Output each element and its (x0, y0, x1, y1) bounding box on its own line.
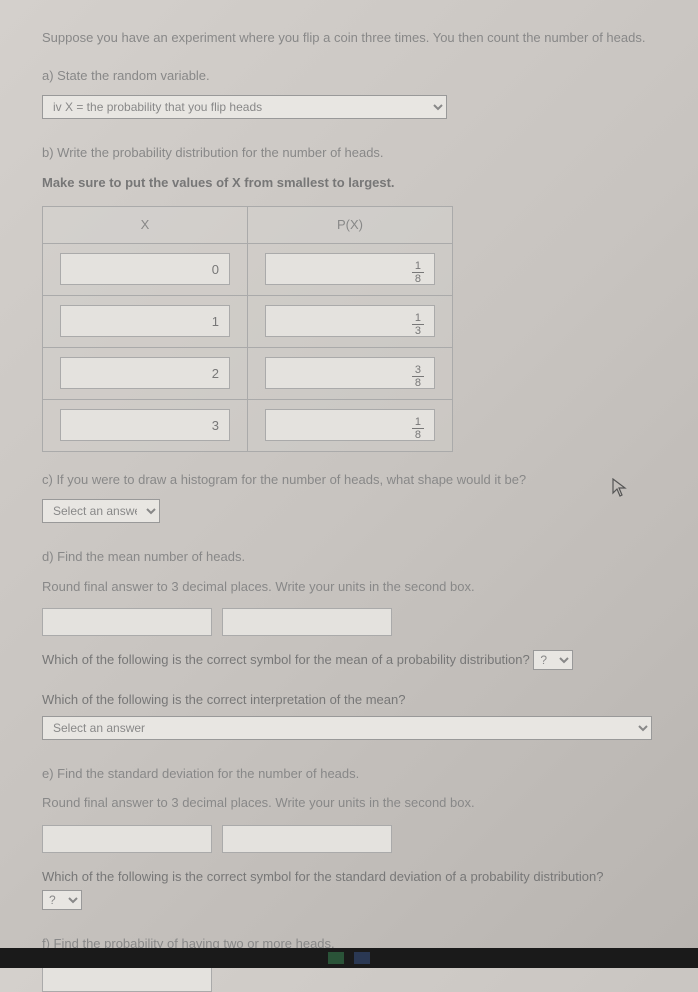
sd-symbol-question: Which of the following is the correct sy… (42, 867, 656, 917)
px-input-0[interactable]: 18 (265, 253, 435, 285)
mean-interp-question: Which of the following is the correct in… (42, 690, 656, 710)
mean-value-input[interactable] (42, 608, 212, 636)
part-e-instruction: Round final answer to 3 decimal places. … (42, 793, 656, 813)
taskbar (0, 948, 698, 968)
table-header-px: P(X) (248, 207, 453, 244)
part-a-select[interactable]: iv X = the probability that you flip hea… (42, 95, 447, 119)
part-d-label: d) Find the mean number of heads. (42, 547, 656, 567)
taskbar-item[interactable] (328, 952, 344, 964)
mean-interp-select[interactable]: Select an answer (42, 716, 652, 740)
px-input-1[interactable]: 13 (265, 305, 435, 337)
px-input-2[interactable]: 38 (265, 357, 435, 389)
part-b-label: b) Write the probability distribution fo… (42, 143, 656, 163)
part-d-instruction: Round final answer to 3 decimal places. … (42, 577, 656, 597)
x-input-2[interactable]: 2 (60, 357, 230, 389)
part-a-label: a) State the random variable. (42, 66, 656, 86)
taskbar-item[interactable] (354, 952, 370, 964)
part-c-select[interactable]: Select an answer (42, 499, 160, 523)
x-input-0[interactable]: 0 (60, 253, 230, 285)
x-input-1[interactable]: 1 (60, 305, 230, 337)
sd-units-input[interactable] (222, 825, 392, 853)
part-b-instruction: Make sure to put the values of X from sm… (42, 173, 656, 193)
sd-symbol-select[interactable]: ? (42, 890, 82, 910)
table-row: 1 13 (43, 295, 453, 347)
mean-symbol-select[interactable]: ? (533, 650, 573, 670)
table-row: 2 38 (43, 347, 453, 399)
part-c-label: c) If you were to draw a histogram for t… (42, 470, 656, 490)
mean-symbol-question: Which of the following is the correct sy… (42, 650, 656, 676)
x-input-3[interactable]: 3 (60, 409, 230, 441)
mean-units-input[interactable] (222, 608, 392, 636)
part-e-label: e) Find the standard deviation for the n… (42, 764, 656, 784)
sd-value-input[interactable] (42, 825, 212, 853)
distribution-table: X P(X) 0 18 1 13 2 38 3 18 (42, 206, 453, 452)
table-header-x: X (43, 207, 248, 244)
table-row: 3 18 (43, 399, 453, 451)
table-row: 0 18 (43, 243, 453, 295)
question-intro: Suppose you have an experiment where you… (42, 28, 656, 48)
px-input-3[interactable]: 18 (265, 409, 435, 441)
